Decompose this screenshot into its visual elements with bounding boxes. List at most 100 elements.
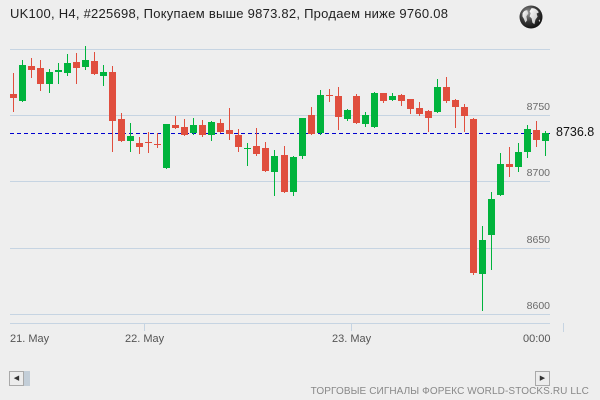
candle-bearish [443,77,450,103]
candle-bearish [452,99,459,128]
candle-bullish [362,112,369,127]
candle-body [37,68,44,84]
candle-bearish [533,121,540,147]
candle-bullish [55,63,62,84]
candle-bearish [416,102,423,116]
candle-bearish [226,108,233,140]
candle-body [46,72,53,84]
candle-bearish [172,116,179,129]
candle-body [407,99,414,109]
candle-bearish [398,94,405,106]
candle-bullish [19,60,26,102]
gridlines [10,49,550,315]
candle-bullish [515,143,522,172]
candle-body [533,130,540,140]
x-axis-label: 23. May [332,333,372,345]
candle-body [470,119,477,273]
candle-bearish [73,53,80,84]
current-price-label: 8736.8 [556,125,595,139]
candle-body [506,164,513,167]
candle-body [497,164,504,195]
candle-body [244,148,251,149]
candle-body [542,133,549,141]
candle-bearish [145,132,152,153]
candle-body [91,61,98,74]
candle-body [452,100,459,107]
candle-body [118,119,125,141]
candle-bearish [281,146,288,193]
candle-body [217,123,224,132]
candle-body [172,125,179,128]
candle-bullish [488,192,495,270]
candle-bearish [326,89,333,102]
candle-bearish [217,119,224,133]
candle-body [190,125,197,133]
candle-body [362,115,369,124]
candle-bearish [407,99,414,114]
candle-bullish [317,90,324,135]
candle-body [199,125,206,135]
candle-body [389,96,396,100]
candle-body [145,142,152,143]
y-axis-label: 8650 [526,234,550,246]
scrollbar-thumb[interactable] [24,371,30,386]
candle-body [335,96,342,117]
candle-bullish [208,121,215,141]
x-axis-label: 22. May [125,333,165,345]
candle-body [19,65,26,101]
candle-bullish [290,156,297,196]
candle-bullish [344,109,351,121]
candle-body [154,144,161,145]
candle-bearish [118,113,125,142]
candle-body [253,146,260,154]
candle-body [425,111,432,118]
candle-bullish [371,92,378,128]
candle-body [28,66,35,70]
candle-bearish [470,118,477,275]
x-axis-label: 00:00 [523,333,551,345]
candle-body [55,70,62,72]
candle-bullish [100,65,107,86]
candle-body [127,136,134,141]
candle-bullish [524,125,531,158]
candle-bullish [497,153,504,196]
candle-body [515,152,522,167]
chevron-left-icon: ◀ [13,375,20,382]
candle-bearish [154,133,161,148]
candle-body [73,62,80,68]
candles [10,46,549,311]
globe-icon[interactable] [519,5,543,29]
scroll-right-button[interactable]: ▶ [535,371,550,386]
candle-body [353,96,360,123]
y-axis-label: 8750 [526,101,550,113]
candle-bearish [335,87,342,130]
footer-credit: ТОРГОВЫЕ СИГНАЛЫ ФОРЕКС WORLD-STOCKS.RU … [310,386,589,397]
candle-body [281,155,288,192]
candle-body [10,94,17,98]
candle-body [326,95,333,96]
candle-bearish [199,120,206,137]
candle-bullish [163,124,170,169]
candle-bullish [479,226,486,311]
candle-body [524,129,531,152]
candle-bearish [181,119,188,136]
x-axis-label: 21. May [10,333,50,345]
scroll-left-button[interactable]: ◀ [9,371,24,386]
candle-body [64,63,71,73]
candle-bearish [136,137,143,154]
candle-body [208,122,215,135]
candle-body [163,124,170,168]
y-axis-label: 8600 [526,300,550,312]
candle-bearish [235,129,242,152]
candle-bearish [262,142,269,172]
candle-bullish [434,79,441,113]
candle-bearish [91,52,98,75]
candle-bullish [389,93,396,101]
candle-bullish [127,123,134,152]
candle-body [308,115,315,134]
candle-body [488,199,495,235]
candle-body [398,95,405,101]
candle-bearish [425,110,432,132]
y-axis-label: 8700 [526,167,550,179]
candle-bearish [253,128,260,156]
